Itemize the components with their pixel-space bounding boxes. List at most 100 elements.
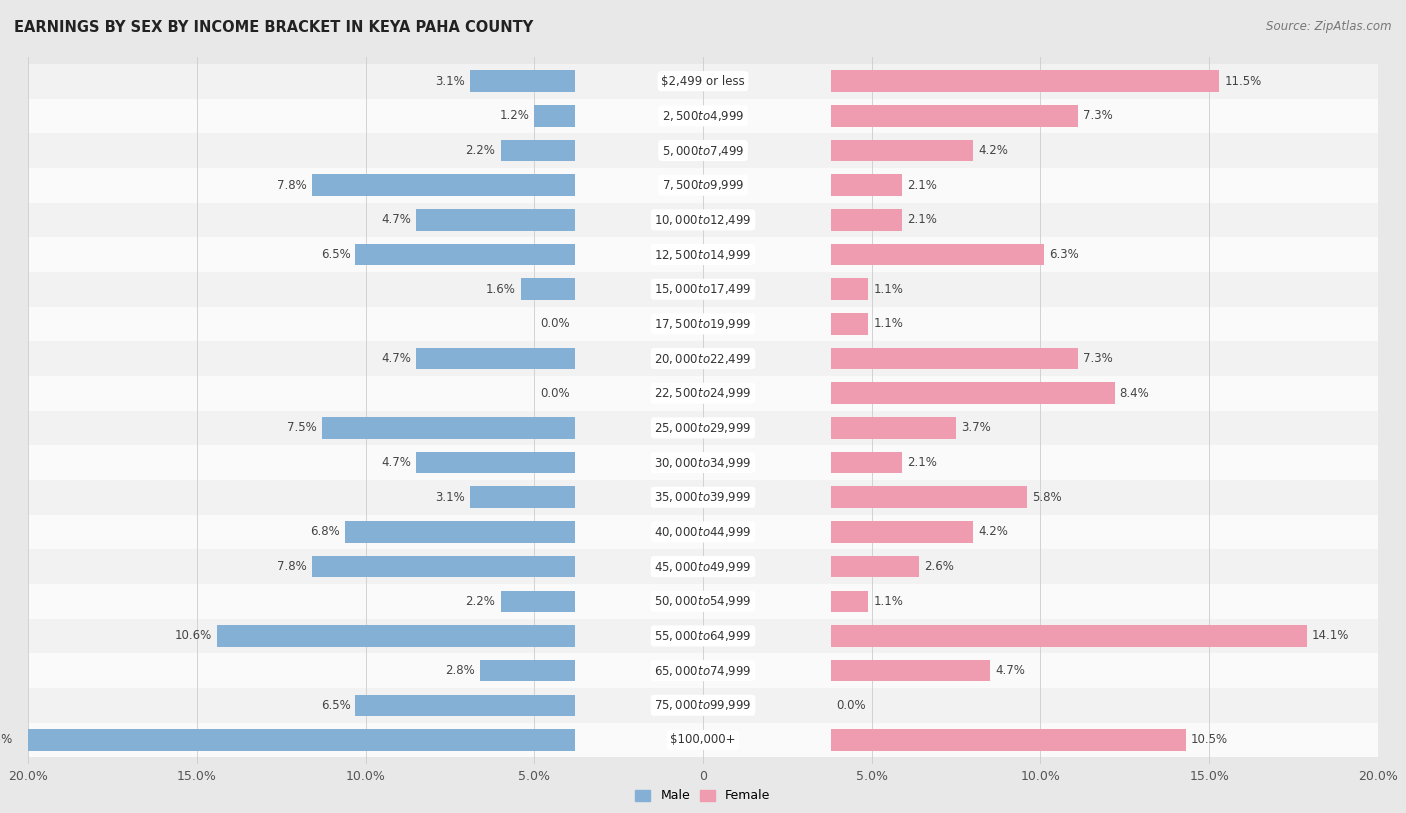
Text: 10.5%: 10.5% [1191,733,1227,746]
Text: 4.7%: 4.7% [381,352,411,365]
Text: 6.8%: 6.8% [311,525,340,538]
Bar [312,175,575,196]
Bar [831,417,956,439]
Text: $65,000 to $74,999: $65,000 to $74,999 [654,663,752,677]
Bar [501,590,575,612]
Bar [11,202,1395,237]
Text: 8.4%: 8.4% [1119,387,1150,400]
Bar [11,64,1395,98]
Bar [831,660,990,681]
Bar [831,175,903,196]
Text: 2.1%: 2.1% [907,179,936,192]
Bar [831,348,1077,369]
Bar [11,584,1395,619]
Text: $17,500 to $19,999: $17,500 to $19,999 [654,317,752,331]
Bar [11,515,1395,550]
Text: 2.8%: 2.8% [446,664,475,677]
Bar [356,244,575,265]
Text: $40,000 to $44,999: $40,000 to $44,999 [654,525,752,539]
Text: $2,500 to $4,999: $2,500 to $4,999 [662,109,744,123]
Text: EARNINGS BY SEX BY INCOME BRACKET IN KEYA PAHA COUNTY: EARNINGS BY SEX BY INCOME BRACKET IN KEY… [14,20,533,35]
Text: 0.0%: 0.0% [837,699,866,711]
Bar [831,521,973,542]
Bar [11,550,1395,584]
Bar [11,133,1395,167]
Bar [831,105,1077,127]
Text: $2,499 or less: $2,499 or less [661,75,745,88]
Bar [18,729,575,750]
Bar [831,625,1308,646]
Text: 7.3%: 7.3% [1083,110,1112,122]
Bar [831,313,869,335]
Text: $7,500 to $9,999: $7,500 to $9,999 [662,178,744,192]
Legend: Male, Female: Male, Female [630,785,776,807]
Bar [831,590,869,612]
Text: 0.0%: 0.0% [540,387,569,400]
Bar [11,376,1395,411]
Bar [520,279,575,300]
Text: 2.2%: 2.2% [465,144,495,157]
Bar [11,272,1395,307]
Text: $22,500 to $24,999: $22,500 to $24,999 [654,386,752,400]
Bar [470,486,575,508]
Text: 1.1%: 1.1% [873,283,903,296]
Text: 2.2%: 2.2% [465,595,495,608]
Text: 6.3%: 6.3% [1049,248,1078,261]
Bar [831,140,973,161]
Text: $5,000 to $7,499: $5,000 to $7,499 [662,144,744,158]
Bar [11,307,1395,341]
Bar [831,556,920,577]
Bar [11,654,1395,688]
Text: $10,000 to $12,499: $10,000 to $12,499 [654,213,752,227]
Bar [11,167,1395,202]
Bar [346,521,575,542]
Text: 7.8%: 7.8% [277,179,307,192]
Text: Source: ZipAtlas.com: Source: ZipAtlas.com [1267,20,1392,33]
Bar [11,341,1395,376]
Text: 14.1%: 14.1% [1312,629,1350,642]
Bar [217,625,575,646]
Text: $55,000 to $64,999: $55,000 to $64,999 [654,629,752,643]
Text: 3.1%: 3.1% [436,75,465,88]
Text: 1.1%: 1.1% [873,595,903,608]
Bar [831,729,1185,750]
Bar [322,417,575,439]
Text: 7.3%: 7.3% [1083,352,1112,365]
Text: $20,000 to $22,499: $20,000 to $22,499 [654,351,752,366]
Text: 6.5%: 6.5% [321,248,350,261]
Bar [534,105,575,127]
Text: $15,000 to $17,499: $15,000 to $17,499 [654,282,752,296]
Bar [11,688,1395,723]
Text: 4.7%: 4.7% [995,664,1025,677]
Bar [831,382,1115,404]
Text: 4.7%: 4.7% [381,456,411,469]
Bar [481,660,575,681]
Text: 3.1%: 3.1% [436,491,465,504]
Bar [831,71,1219,92]
Bar [416,209,575,231]
Bar [11,446,1395,480]
Text: 2.6%: 2.6% [924,560,953,573]
Text: 6.5%: 6.5% [321,699,350,711]
Text: $30,000 to $34,999: $30,000 to $34,999 [654,455,752,470]
Text: 7.8%: 7.8% [277,560,307,573]
Bar [831,452,903,473]
Text: 1.2%: 1.2% [499,110,529,122]
Text: 16.5%: 16.5% [0,733,13,746]
Text: 5.8%: 5.8% [1032,491,1062,504]
Text: 2.1%: 2.1% [907,213,936,226]
Bar [831,486,1026,508]
Text: 11.5%: 11.5% [1225,75,1261,88]
Bar [831,209,903,231]
Bar [501,140,575,161]
Text: $12,500 to $14,999: $12,500 to $14,999 [654,247,752,262]
Bar [831,279,869,300]
Text: 2.1%: 2.1% [907,456,936,469]
Text: 3.7%: 3.7% [962,421,991,434]
Text: $45,000 to $49,999: $45,000 to $49,999 [654,559,752,574]
Text: $25,000 to $29,999: $25,000 to $29,999 [654,421,752,435]
Text: 1.1%: 1.1% [873,317,903,330]
Bar [11,723,1395,757]
Text: 4.2%: 4.2% [979,144,1008,157]
Text: 4.7%: 4.7% [381,213,411,226]
